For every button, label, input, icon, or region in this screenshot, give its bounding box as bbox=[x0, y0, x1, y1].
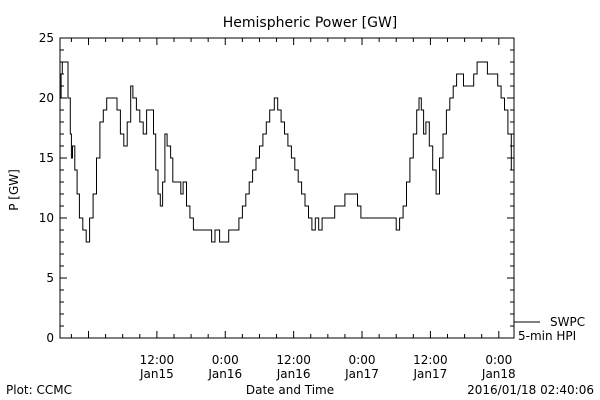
x-tick-time-label: 12:00 bbox=[276, 353, 311, 367]
plot-timestamp: 2016/01/18 02:40:06 bbox=[467, 383, 594, 397]
legend-series-name: SWPC bbox=[550, 315, 585, 329]
x-tick-date-label: Jan17 bbox=[413, 367, 448, 381]
y-axis-ticks: 0 5 10 15 20 25 bbox=[39, 31, 514, 345]
chart-title: Hemispheric Power [GW] bbox=[223, 15, 398, 31]
x-tick-date-label: Jan15 bbox=[139, 367, 174, 381]
x-tick-time-label: 12:00 bbox=[413, 353, 448, 367]
x-tick-time-label: 0:00 bbox=[349, 353, 376, 367]
x-tick-date-label: Jan16 bbox=[207, 367, 242, 381]
legend: SWPC 5-min HPI bbox=[514, 315, 585, 343]
x-tick-date-label: Jan17 bbox=[344, 367, 379, 381]
x-tick-time-label: 0:00 bbox=[212, 353, 239, 367]
x-tick-time-label: 0:00 bbox=[485, 353, 512, 367]
y-tick-label: 10 bbox=[39, 211, 54, 225]
y-tick-label: 15 bbox=[39, 151, 54, 165]
y-tick-label: 20 bbox=[39, 91, 54, 105]
x-axis-label: Date and Time bbox=[246, 383, 334, 397]
legend-series-sublabel: 5-min HPI bbox=[518, 329, 576, 343]
series-layer bbox=[60, 61, 515, 243]
plot-credit: Plot: CCMC bbox=[6, 383, 72, 397]
plot-frame bbox=[59, 37, 515, 339]
x-tick-time-label: 12:00 bbox=[140, 353, 175, 367]
y-tick-label: 5 bbox=[46, 271, 54, 285]
y-axis-label: P [GW] bbox=[7, 169, 21, 211]
x-axis-ticks: 12:00Jan150:00Jan1612:00Jan160:00Jan1712… bbox=[70, 38, 516, 381]
series-line-swpc bbox=[60, 61, 515, 243]
x-tick-date-label: Jan16 bbox=[276, 367, 311, 381]
y-tick-label: 25 bbox=[39, 31, 54, 45]
y-tick-label: 0 bbox=[46, 331, 54, 345]
x-tick-date-label: Jan18 bbox=[481, 367, 516, 381]
